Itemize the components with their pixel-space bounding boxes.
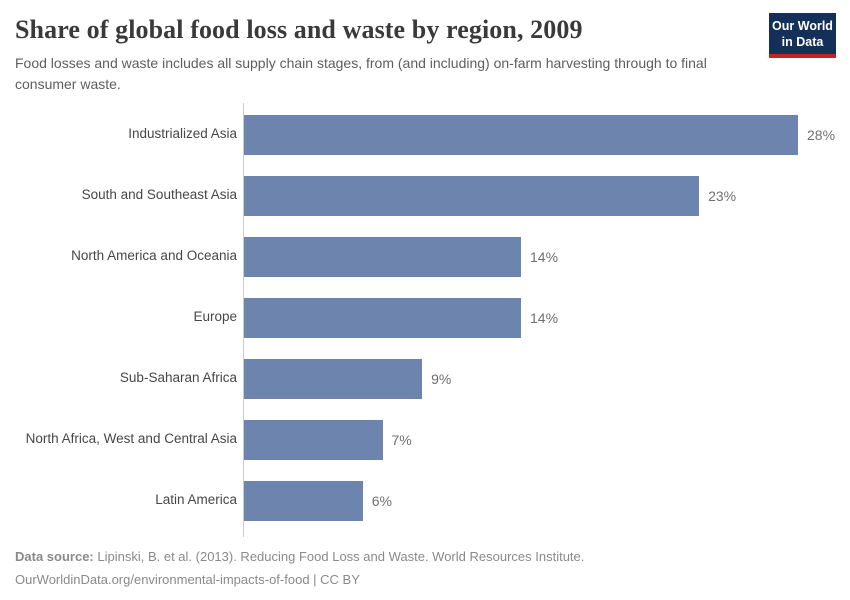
value-label: 14% — [530, 248, 559, 265]
bar-wrap: 6% — [244, 480, 392, 521]
bar-wrap: 14% — [244, 236, 559, 277]
bar-row: Sub-Saharan Africa 9% — [0, 348, 850, 409]
attribution-line: OurWorldinData.org/environmental-impacts… — [15, 572, 360, 587]
bar-row: Industrialized Asia 28% — [0, 104, 850, 165]
bar-wrap: 28% — [244, 114, 836, 155]
bar — [244, 480, 363, 521]
bar-wrap: 23% — [244, 175, 737, 216]
value-label: 7% — [391, 431, 412, 448]
category-label: Industrialized Asia — [128, 126, 237, 142]
bar — [244, 114, 798, 155]
bar-row: Latin America 6% — [0, 470, 850, 531]
data-source-text: Lipinski, B. et al. (2013). Reducing Foo… — [93, 549, 585, 564]
chart-header: Share of global food loss and waste by r… — [15, 15, 835, 95]
chart-footer: Data source: Lipinski, B. et al. (2013).… — [15, 545, 835, 591]
page-title: Share of global food loss and waste by r… — [15, 15, 583, 44]
bar-chart: Industrialized Asia 28% South and Southeas… — [0, 103, 850, 537]
category-label: Latin America — [155, 492, 237, 508]
bar-row: Europe 14% — [0, 287, 850, 348]
owid-logo[interactable]: Our World in Data — [769, 13, 836, 58]
category-label: North America and Oceania — [71, 248, 237, 264]
bar — [244, 297, 521, 338]
value-label: 14% — [530, 309, 559, 326]
category-label: North Africa, West and Central Asia — [25, 431, 237, 447]
value-label: 6% — [371, 492, 392, 509]
bar-row: South and Southeast Asia 23% — [0, 165, 850, 226]
value-label: 23% — [708, 187, 737, 204]
category-label: Sub-Saharan Africa — [119, 370, 237, 386]
bar-row: North America and Oceania 14% — [0, 226, 850, 287]
chart-rows: Industrialized Asia 28% South and Southeas… — [0, 104, 850, 531]
bar — [244, 419, 383, 460]
bar-wrap: 7% — [244, 419, 412, 460]
category-label: Europe — [193, 309, 237, 325]
bar — [244, 358, 423, 399]
bar-row: North Africa, West and Central Asia 7% — [0, 409, 850, 470]
bar — [244, 236, 521, 277]
data-source-line: Data source: Lipinski, B. et al. (2013).… — [15, 545, 835, 568]
owid-logo-line2: in Data — [781, 35, 824, 49]
owid-logo-line1: Our World — [772, 19, 833, 33]
bar — [244, 175, 700, 216]
bar-wrap: 14% — [244, 297, 559, 338]
value-label: 9% — [431, 370, 452, 387]
chart-subtitle: Food losses and waste includes all suppl… — [15, 54, 707, 92]
bar-wrap: 9% — [244, 358, 452, 399]
value-label: 28% — [807, 126, 836, 143]
category-label: South and Southeast Asia — [81, 187, 237, 203]
y-axis-line — [243, 103, 244, 537]
data-source-label: Data source: — [15, 549, 94, 564]
